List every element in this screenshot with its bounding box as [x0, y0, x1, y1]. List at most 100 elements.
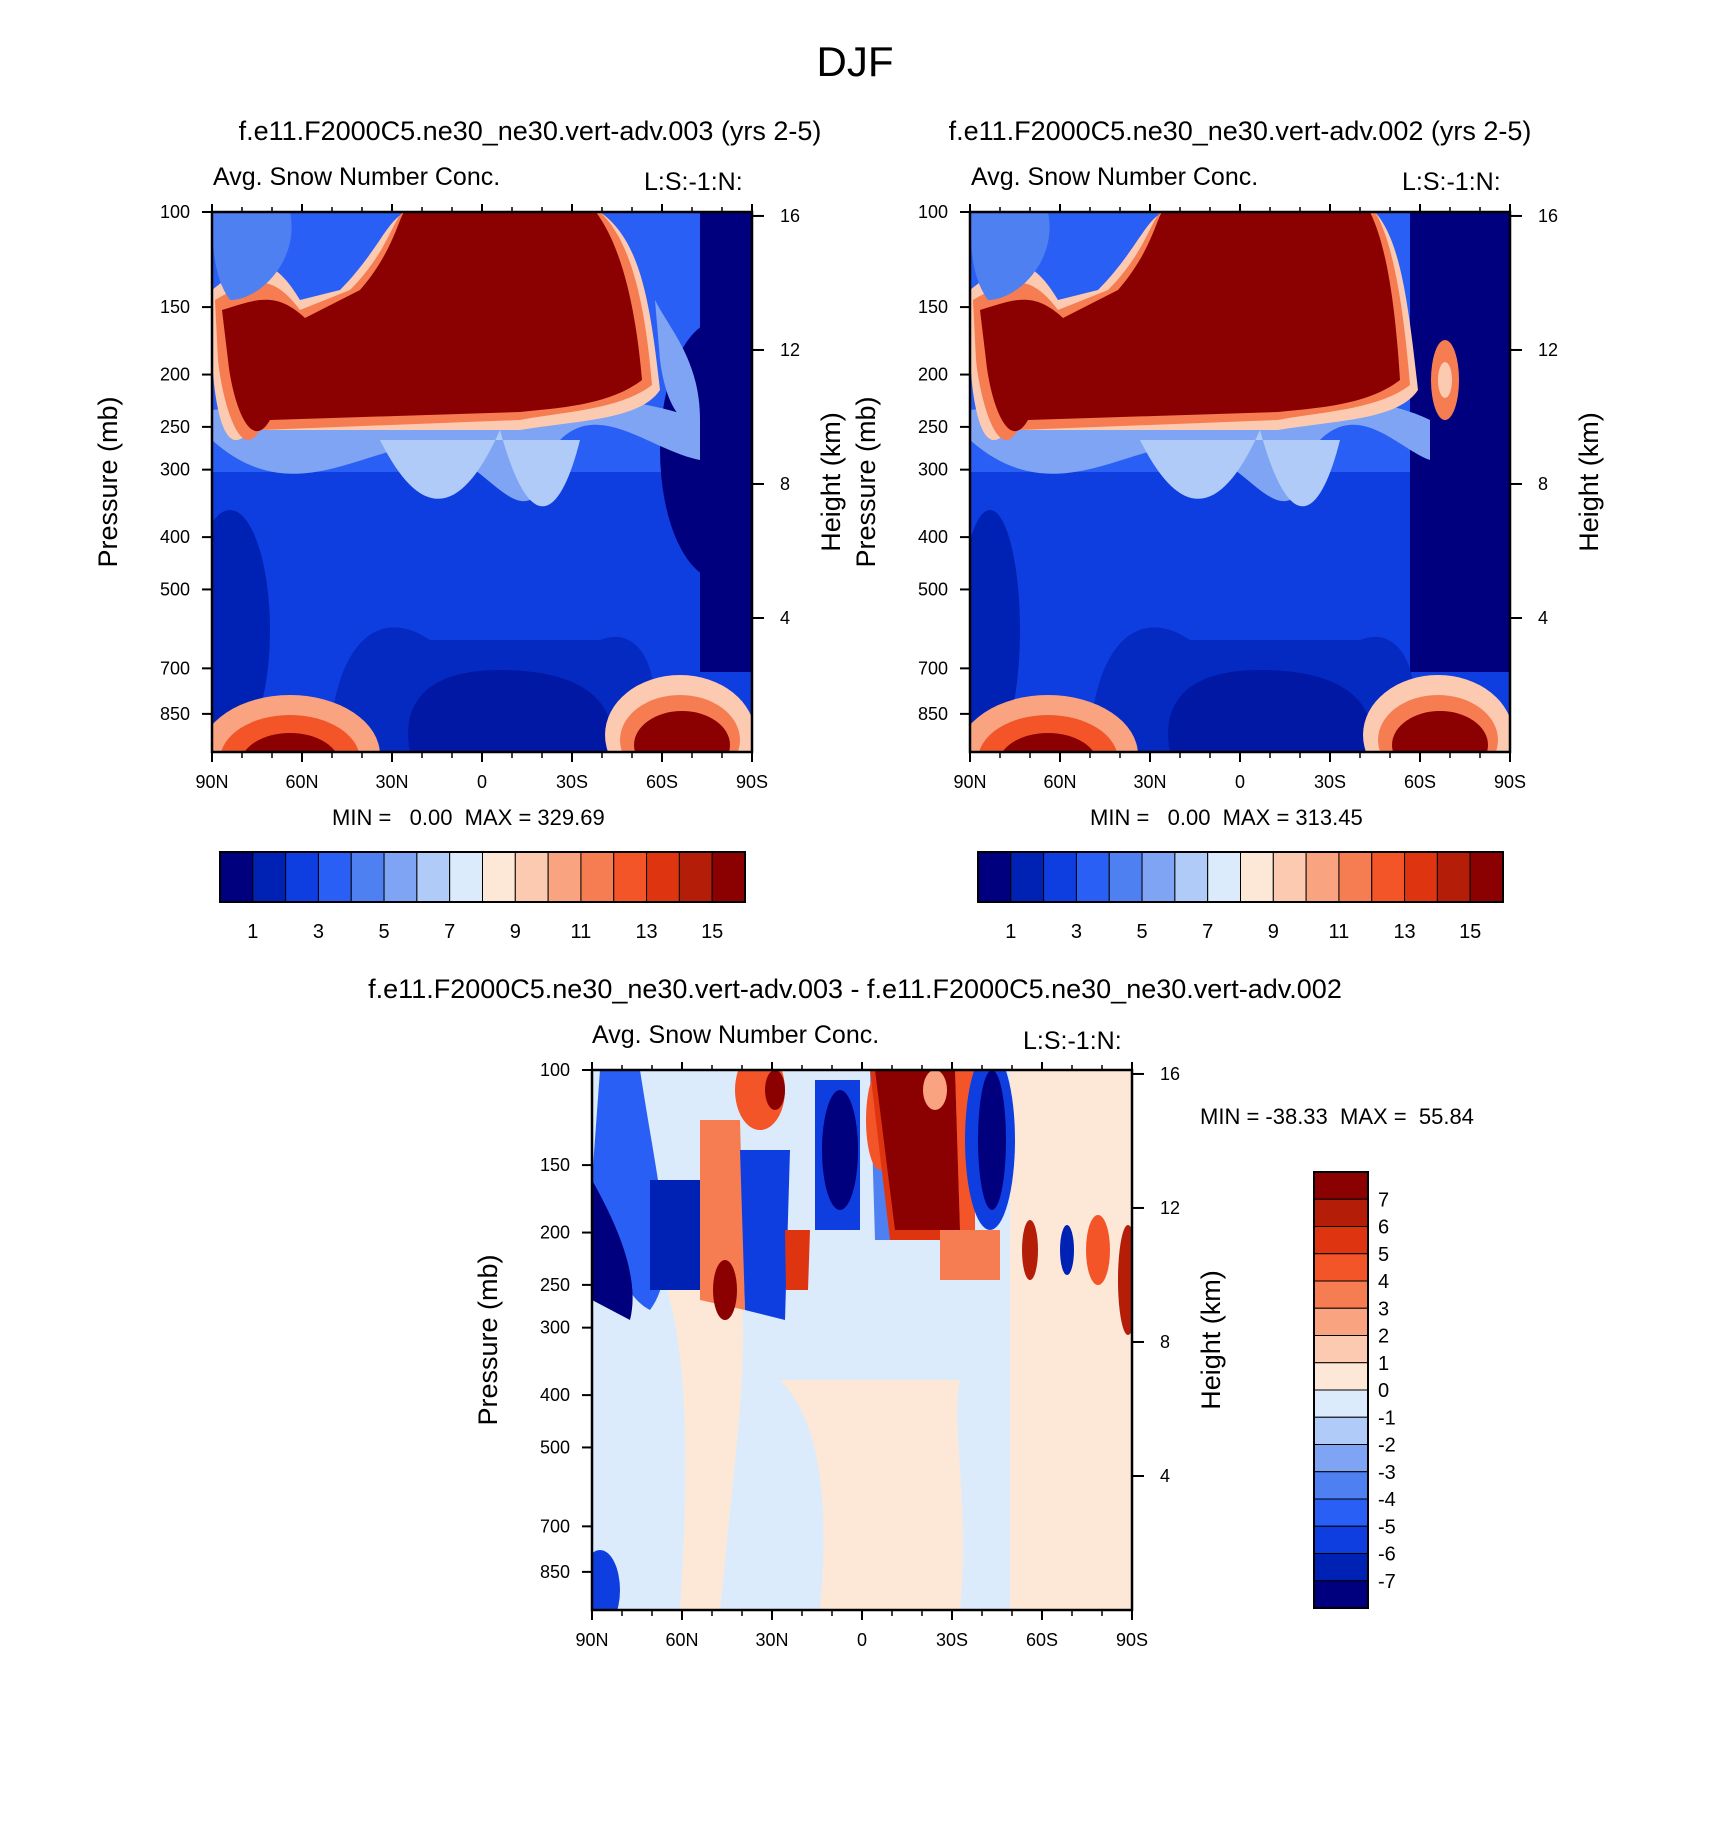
- colorbar-swatch: [1207, 851, 1241, 903]
- panel-1-plot: 90N 60N 30N 0 30S 60S 90S 100 150 200 250 300 400 500…: [93, 202, 846, 792]
- colorbar-label: 11: [571, 921, 592, 943]
- y-tick-label: 200: [540, 1223, 570, 1243]
- right-axis-label: Height (km): [1574, 412, 1604, 552]
- colorbar-label: 9: [1268, 921, 1279, 943]
- x-tick-label: 0: [1235, 772, 1245, 792]
- x-tick-label: 90N: [195, 772, 228, 792]
- panel-1-colorbar: 1 3 5 7 9 11 13 15: [219, 851, 746, 943]
- x-tick-label: 30N: [375, 772, 408, 792]
- y-tick-label: 200: [918, 365, 948, 385]
- colorbar-swatch: [1313, 1444, 1369, 1473]
- panel-2-code: L:S:-1:N:: [1402, 168, 1501, 196]
- colorbar-swatch: [613, 851, 648, 903]
- colorbar-label: 9: [510, 921, 521, 943]
- colorbar-swatch: [1313, 1471, 1369, 1500]
- x-tick-label: 60N: [285, 772, 318, 792]
- y-tick-label: 300: [160, 460, 190, 480]
- y-tick-label: 700: [540, 1516, 570, 1536]
- right-axis-label: Height (km): [816, 412, 846, 552]
- right-tick-label: 12: [780, 340, 800, 360]
- panel-1-subtitle: Avg. Snow Number Conc.: [213, 163, 501, 191]
- y-tick-label: 250: [918, 417, 948, 437]
- colorbar-swatch: [219, 851, 254, 903]
- x-tick-label: 60N: [1043, 772, 1076, 792]
- y-axis-label: Pressure (mb): [93, 396, 123, 567]
- panel-2-title: f.e11.F2000C5.ne30_ne30.vert-adv.002 (yr…: [948, 116, 1532, 146]
- colorbar-label: -1: [1378, 1407, 1396, 1429]
- colorbar-label: 3: [313, 921, 324, 943]
- colorbar-swatch: [1313, 1335, 1369, 1364]
- colorbar-label: 13: [1393, 921, 1415, 943]
- colorbar-swatch: [1313, 1553, 1369, 1582]
- colorbar-swatch: [1313, 1389, 1369, 1418]
- colorbar-swatch: [1305, 851, 1340, 903]
- colorbar-label: 13: [635, 921, 657, 943]
- colorbar-label: 1: [247, 921, 258, 943]
- panel-2-subtitle: Avg. Snow Number Conc.: [971, 163, 1259, 191]
- colorbar-swatch: [678, 851, 713, 903]
- x-tick-label: 90S: [736, 772, 768, 792]
- colorbar-label: 3: [1071, 921, 1082, 943]
- right-tick-label: 16: [780, 206, 800, 226]
- colorbar-swatch: [1313, 1226, 1369, 1255]
- x-tick-label: 60S: [1404, 772, 1436, 792]
- colorbar-swatch: [547, 851, 582, 903]
- colorbar-swatch: [1313, 1362, 1369, 1391]
- y-tick-label: 400: [918, 527, 948, 547]
- x-tick-label: 30S: [936, 1630, 968, 1650]
- colorbar-swatch: [1313, 1171, 1369, 1200]
- colorbar-swatch: [1313, 1198, 1369, 1227]
- colorbar-label: -7: [1378, 1571, 1396, 1593]
- right-tick-label: 8: [1160, 1332, 1170, 1352]
- y-tick-label: 500: [160, 579, 190, 599]
- panel-1-minmax: MIN = 0.00 MAX = 329.69: [332, 805, 605, 830]
- colorbar-swatch: [1313, 1580, 1369, 1609]
- colorbar-frame: [1313, 1171, 1369, 1609]
- y-tick-label: 850: [540, 1562, 570, 1582]
- x-tick-label: 90N: [953, 772, 986, 792]
- x-tick-label: 30N: [755, 1630, 788, 1650]
- colorbar-label: -3: [1378, 1462, 1396, 1484]
- panel-2-colorbar: 1 3 5 7 9 11 13 15: [977, 851, 1504, 943]
- colorbar-label: -4: [1378, 1489, 1396, 1511]
- colorbar-label: 7: [1202, 921, 1213, 943]
- colorbar-swatch: [1436, 851, 1471, 903]
- colorbar-frame: [977, 851, 1504, 903]
- right-tick-label: 4: [1538, 608, 1548, 628]
- colorbar-swatch: [1075, 851, 1110, 903]
- y-tick-label: 400: [540, 1385, 570, 1405]
- y-tick-label: 200: [160, 365, 190, 385]
- panel-3-minmax: MIN = -38.33 MAX = 55.84: [1200, 1104, 1474, 1129]
- x-tick-label: 30N: [1133, 772, 1166, 792]
- colorbar-swatch: [1313, 1280, 1369, 1309]
- x-tick-label: 60S: [646, 772, 678, 792]
- colorbar-swatch: [1313, 1525, 1369, 1554]
- y-tick-label: 250: [160, 417, 190, 437]
- panel-3-title: f.e11.F2000C5.ne30_ne30.vert-adv.003 - f…: [368, 974, 1342, 1004]
- colorbar-swatch: [252, 851, 287, 903]
- panel-1-title: f.e11.F2000C5.ne30_ne30.vert-adv.003 (yr…: [238, 116, 822, 146]
- y-tick-label: 700: [160, 658, 190, 678]
- colorbar-label: 7: [444, 921, 455, 943]
- right-tick-label: 4: [780, 608, 790, 628]
- colorbar-swatch: [416, 851, 451, 903]
- x-tick-label: 60S: [1026, 1630, 1058, 1650]
- x-tick-label: 0: [477, 772, 487, 792]
- y-tick-label: 500: [540, 1437, 570, 1457]
- colorbar-label: 11: [1329, 921, 1350, 943]
- panel-3-code: L:S:-1:N:: [1023, 1027, 1122, 1055]
- colorbar-label: 7: [1378, 1189, 1389, 1211]
- y-tick-label: 250: [540, 1275, 570, 1295]
- y-tick-label: 300: [540, 1318, 570, 1338]
- colorbar-swatch: [1313, 1416, 1369, 1445]
- panel-3-colorbar: 7 6 5 4 3 2 1 0 -1 -2 -3 -4 -5 -6 -7: [1313, 1171, 1396, 1609]
- colorbar-label: -5: [1378, 1516, 1396, 1538]
- colorbar-swatch: [514, 851, 549, 903]
- y-tick-label: 100: [540, 1060, 570, 1080]
- colorbar-swatch: [1313, 1253, 1369, 1282]
- colorbar-label: -2: [1378, 1435, 1396, 1457]
- right-tick-label: 16: [1538, 206, 1558, 226]
- y-axis-label: Pressure (mb): [473, 1254, 503, 1425]
- y-tick-label: 850: [160, 704, 190, 724]
